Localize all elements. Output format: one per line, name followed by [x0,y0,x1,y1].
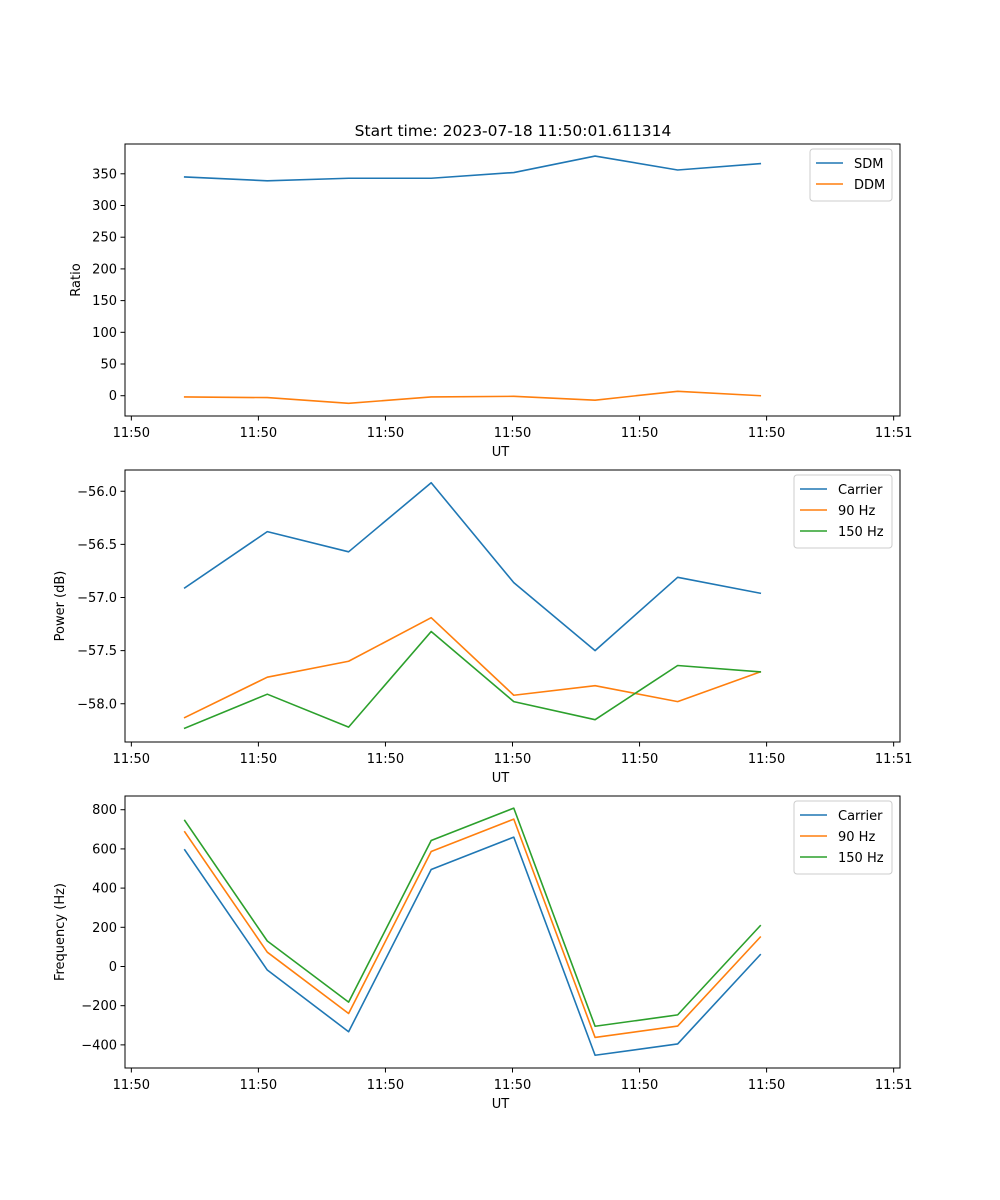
series-line-carrier [183,481,762,652]
legend-box [793,474,893,549]
x-tick-label: 11:50 [748,752,785,767]
y-tick-label: −57.0 [77,591,117,606]
legend: Carrier 90 Hz 150 Hz [793,800,893,875]
x-tick-label: 11:50 [240,426,277,441]
y-axis-label: Frequency (Hz) [53,883,68,981]
legend-label: SDM [854,157,883,172]
y-tick-label: 300 [92,199,117,214]
y-tick-label: −57.5 [77,644,117,659]
chart-panel-2: 11:50 11:50 11:50 11:50 11:50 11:50 11:51 −58.0… [53,469,912,786]
y-tick-label: 600 [92,842,117,857]
x-tick-label: 11:50 [621,752,658,767]
x-tick-label: 11:51 [875,752,912,767]
y-tick-label: 0 [109,960,117,975]
x-tick-label: 11:50 [367,752,404,767]
legend-label: 90 Hz [838,830,875,845]
series-line-ddm [183,390,762,405]
x-tick-label: 11:50 [240,1078,277,1093]
legend-box [793,800,893,875]
x-tick-label: 11:50 [113,426,150,441]
x-tick-label: 11:50 [367,1078,404,1093]
axes-frame [124,143,901,417]
x-tick-label: 11:50 [494,1078,531,1093]
legend-label: DDM [854,178,885,193]
x-axis-label: UT [492,771,510,786]
y-tick-label: 250 [92,231,117,246]
y-tick-label: −56.0 [77,485,117,500]
y-tick-label: 800 [92,803,117,818]
y-tick-label: 50 [100,358,117,373]
legend-label: 150 Hz [838,525,884,540]
y-tick-label: 200 [92,921,117,936]
plot-area [125,144,900,416]
legend-label: 150 Hz [838,851,884,866]
y-tick-label: 200 [92,262,117,277]
legend-label: 90 Hz [838,504,875,519]
legend: SDM DDM [809,148,893,202]
x-tick-label: 11:50 [240,752,277,767]
y-tick-label: 100 [92,326,117,341]
y-tick-label: −56.5 [77,538,117,553]
y-tick-label: 150 [92,294,117,309]
series-line-150-hz [183,630,762,730]
y-tick-label: 0 [109,389,117,404]
legend: Carrier 90 Hz 150 Hz [793,474,893,549]
series-line-150-hz [183,807,762,1028]
y-tick-label: −200 [81,999,117,1014]
y-tick-label: −400 [81,1038,117,1053]
axes-frame [124,469,901,743]
chart-panel-1: 11:50 11:50 11:50 11:50 11:50 11:50 11:51 0 50 10… [69,143,912,460]
x-tick-label: 11:51 [875,1078,912,1093]
legend-box [809,148,893,202]
x-tick-label: 11:50 [113,1078,150,1093]
x-axis-label: UT [492,1097,510,1112]
x-tick-label: 11:50 [113,752,150,767]
plot-area [125,470,900,742]
legend-label: Carrier [838,483,883,498]
chart-panel-3: 11:50 11:50 11:50 11:50 11:50 11:50 11:51 −400 −… [53,795,912,1112]
y-axis-label: Power (dB) [53,571,68,642]
x-tick-label: 11:50 [748,426,785,441]
y-tick-label: −58.0 [77,697,117,712]
series-line-90-hz [183,818,762,1039]
x-tick-label: 11:50 [748,1078,785,1093]
series-line-carrier [183,836,762,1057]
series-line-sdm [183,155,762,182]
x-tick-label: 11:51 [875,426,912,441]
figure-title: Start time: 2023-07-18 11:50:01.611314 [355,122,672,140]
y-tick-label: 350 [92,167,117,182]
x-tick-label: 11:50 [494,426,531,441]
x-tick-label: 11:50 [367,426,404,441]
y-tick-label: 400 [92,882,117,897]
y-axis-label: Ratio [69,263,84,296]
x-axis-label: UT [492,445,510,460]
axes-frame [124,795,901,1069]
series-line-90-hz [183,616,762,719]
x-tick-label: 11:50 [621,1078,658,1093]
x-tick-label: 11:50 [494,752,531,767]
legend-label: Carrier [838,809,883,824]
x-tick-label: 11:50 [621,426,658,441]
